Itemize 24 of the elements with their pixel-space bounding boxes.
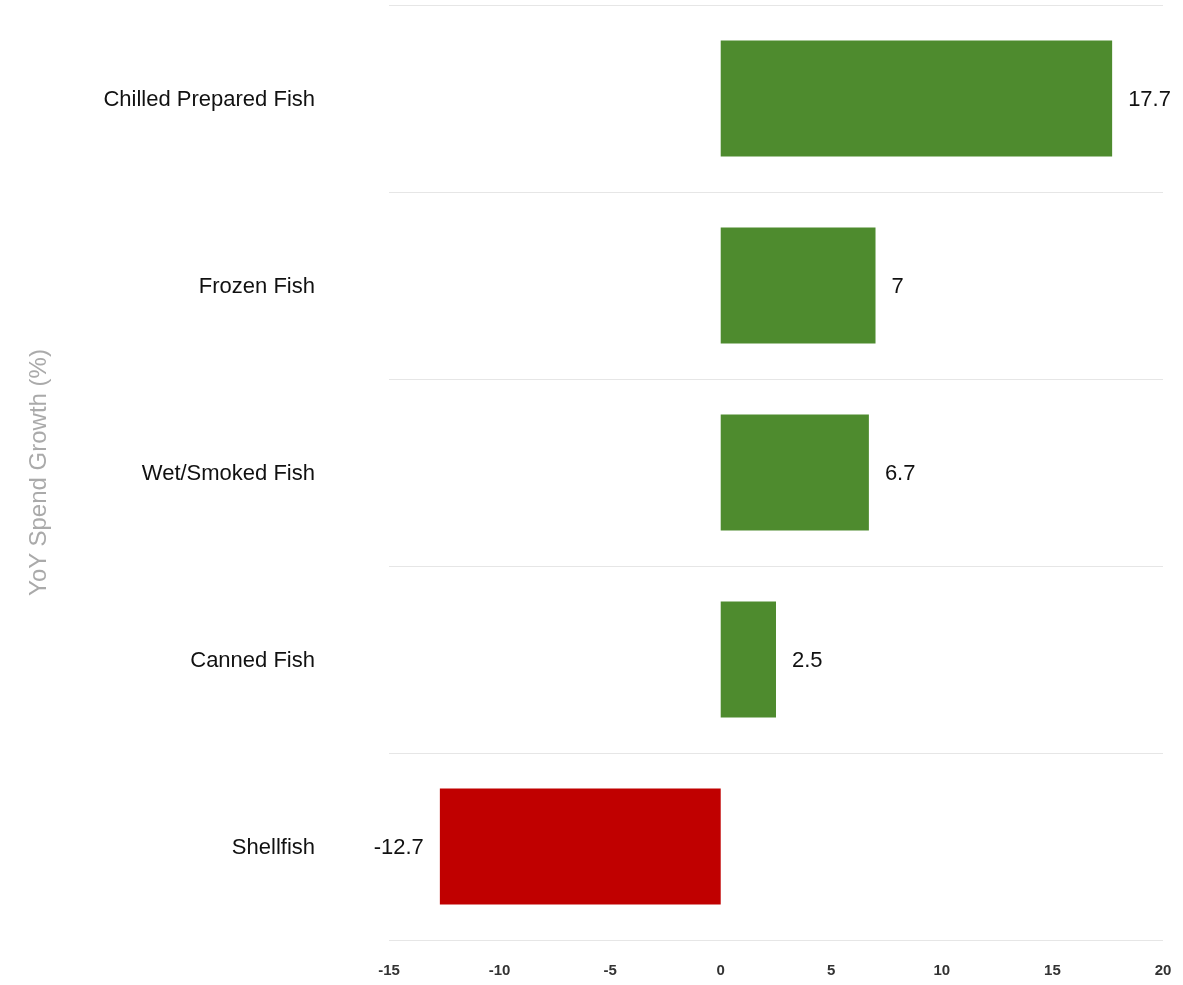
data-label: 2.5	[792, 647, 823, 672]
x-tick-label: 10	[933, 961, 951, 978]
bar	[720, 227, 876, 344]
x-tick-label: -10	[488, 961, 511, 978]
x-tick-label: 15	[1044, 961, 1061, 978]
bar	[720, 601, 776, 718]
y-tick-label: Frozen Fish	[198, 273, 315, 298]
y-axis-title: YoY Spend Growth (%)	[23, 349, 51, 596]
bar	[439, 788, 721, 905]
data-label: 17.7	[1128, 86, 1171, 111]
x-tick-label: 5	[827, 961, 836, 978]
y-tick-label: Wet/Smoked Fish	[141, 460, 315, 485]
bar	[720, 40, 1113, 157]
data-label: 7	[891, 273, 904, 298]
x-tick-label: 0	[716, 961, 725, 978]
bar	[720, 414, 869, 531]
data-label: 6.7	[884, 460, 916, 485]
y-tick-label: Canned Fish	[190, 647, 315, 672]
y-tick-label: Shellfish	[231, 834, 315, 859]
y-tick-label: Chilled Prepared Fish	[103, 86, 315, 111]
x-tick-label: -5	[603, 961, 617, 978]
x-tick-label: -15	[378, 961, 400, 978]
x-tick-label: 20	[1154, 961, 1172, 978]
data-label: -12.7	[373, 834, 424, 859]
